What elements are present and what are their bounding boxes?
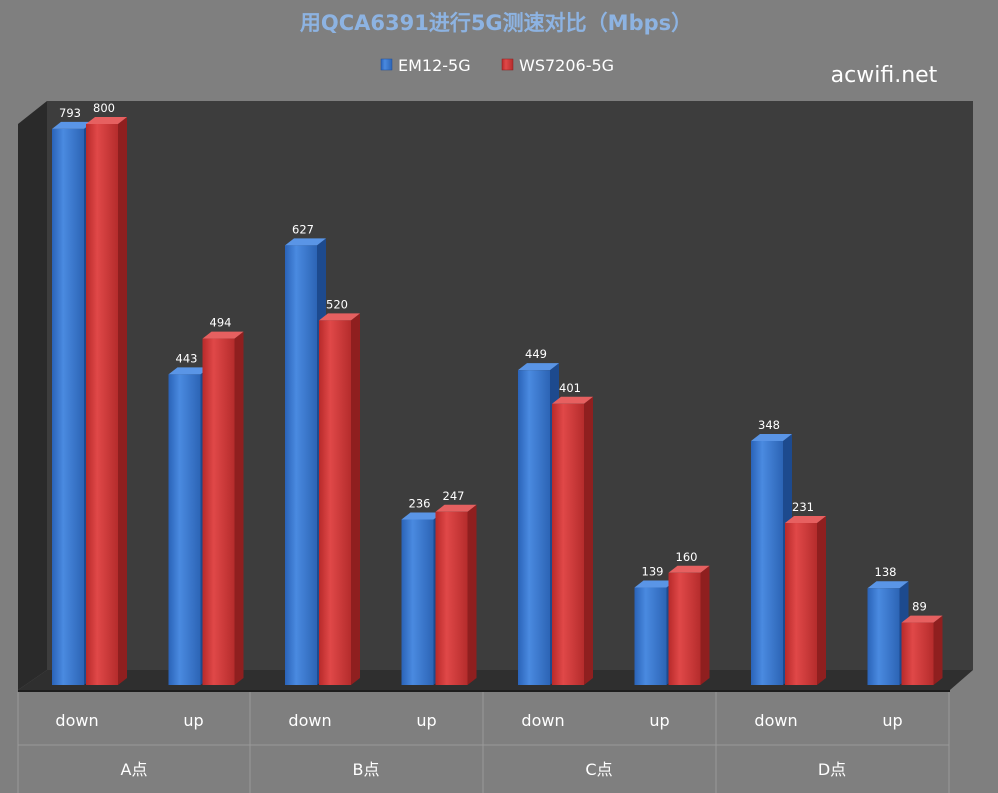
data-label: 138 bbox=[875, 565, 897, 579]
bar-ws7206-4 bbox=[552, 396, 593, 685]
bar-top bbox=[52, 121, 93, 129]
data-label: 348 bbox=[758, 418, 780, 432]
data-label: 520 bbox=[326, 297, 348, 311]
bar-front bbox=[319, 320, 351, 685]
bar-top bbox=[285, 238, 326, 246]
plot-left-wall bbox=[18, 101, 47, 690]
bar-front bbox=[751, 440, 783, 685]
group-label: D点 bbox=[818, 760, 846, 779]
bar-front bbox=[202, 338, 235, 685]
bar-ws7206-6 bbox=[785, 516, 826, 685]
watermark: acwifi.net bbox=[831, 63, 938, 88]
bar-side bbox=[933, 615, 943, 685]
bar-top bbox=[401, 512, 443, 520]
bar-side bbox=[467, 504, 477, 685]
bar-top bbox=[785, 516, 826, 524]
plot-floor bbox=[18, 670, 973, 690]
chart-title: 用QCA6391进行5G测速对比（Mbps） bbox=[300, 11, 692, 35]
data-label: 247 bbox=[443, 489, 465, 503]
category-label: up bbox=[882, 711, 902, 730]
bar-top bbox=[319, 313, 360, 321]
bar-top bbox=[668, 565, 710, 573]
plot-floor-front bbox=[18, 690, 950, 692]
category-label: up bbox=[416, 711, 436, 730]
category-label: up bbox=[649, 711, 669, 730]
bar-ws7206-1 bbox=[202, 331, 244, 685]
bar-front bbox=[86, 124, 118, 685]
data-label: 160 bbox=[676, 550, 698, 564]
category-label: down bbox=[521, 711, 564, 730]
labels-layer: 793 800 down 443 494 up 627 520 down 236 247 up 449 4… bbox=[55, 101, 926, 779]
bar-front bbox=[518, 370, 550, 685]
legend-label-ws7206: WS7206-5G bbox=[519, 56, 614, 75]
bar-top bbox=[86, 117, 127, 124]
group-label: A点 bbox=[121, 760, 148, 779]
data-label: 443 bbox=[176, 351, 198, 365]
category-label: up bbox=[183, 711, 203, 730]
legend-swatch-em12 bbox=[380, 58, 393, 71]
bar-top bbox=[634, 580, 676, 588]
data-label: 449 bbox=[525, 347, 547, 361]
data-label: 231 bbox=[792, 500, 814, 514]
bar-ws7206-5 bbox=[668, 565, 710, 685]
bar-side bbox=[234, 331, 244, 685]
bar-side bbox=[700, 565, 710, 685]
bar-front bbox=[901, 622, 934, 685]
bars-layer bbox=[52, 117, 943, 685]
data-label: 627 bbox=[292, 222, 314, 236]
bar-ws7206-0 bbox=[86, 117, 127, 685]
bar-top bbox=[435, 504, 477, 512]
category-label: down bbox=[288, 711, 331, 730]
bar-ws7206-2 bbox=[319, 313, 360, 685]
bar-side bbox=[584, 396, 593, 685]
bar-side bbox=[351, 313, 360, 685]
plot-back-wall bbox=[47, 101, 973, 670]
bar-top bbox=[168, 367, 210, 375]
legend: EM12-5G WS7206-5G bbox=[380, 56, 614, 75]
data-label: 494 bbox=[210, 316, 232, 330]
bar-front bbox=[285, 245, 317, 685]
bar-top bbox=[901, 615, 943, 623]
bar-ws7206-3 bbox=[435, 504, 477, 685]
bar-front bbox=[401, 519, 434, 685]
bar-front bbox=[552, 403, 584, 685]
legend-label-em12: EM12-5G bbox=[398, 56, 471, 75]
bar-front bbox=[435, 511, 468, 685]
bar-front bbox=[867, 588, 900, 685]
group-label: B点 bbox=[353, 760, 380, 779]
data-label: 800 bbox=[93, 101, 115, 115]
bar-top bbox=[751, 433, 792, 441]
bar-side bbox=[817, 516, 826, 685]
data-label: 793 bbox=[59, 106, 81, 120]
data-label: 236 bbox=[409, 497, 431, 511]
bar-top bbox=[202, 331, 244, 339]
bar-side bbox=[118, 117, 127, 685]
bar-front bbox=[668, 572, 701, 685]
data-label: 139 bbox=[642, 565, 664, 579]
data-label: 401 bbox=[559, 381, 581, 395]
bar-front bbox=[52, 128, 84, 685]
data-label: 89 bbox=[912, 600, 927, 614]
bar-top bbox=[552, 396, 593, 404]
category-label: down bbox=[754, 711, 797, 730]
legend-swatch-ws7206 bbox=[501, 58, 514, 71]
bar-front bbox=[168, 374, 201, 685]
bar-front bbox=[634, 587, 667, 685]
category-table bbox=[17, 692, 950, 793]
bar-front bbox=[785, 523, 817, 685]
bar-ws7206-7 bbox=[901, 615, 943, 685]
category-label: down bbox=[55, 711, 98, 730]
bar-top bbox=[867, 581, 909, 589]
group-label: C点 bbox=[585, 760, 612, 779]
bar-top bbox=[518, 363, 559, 371]
